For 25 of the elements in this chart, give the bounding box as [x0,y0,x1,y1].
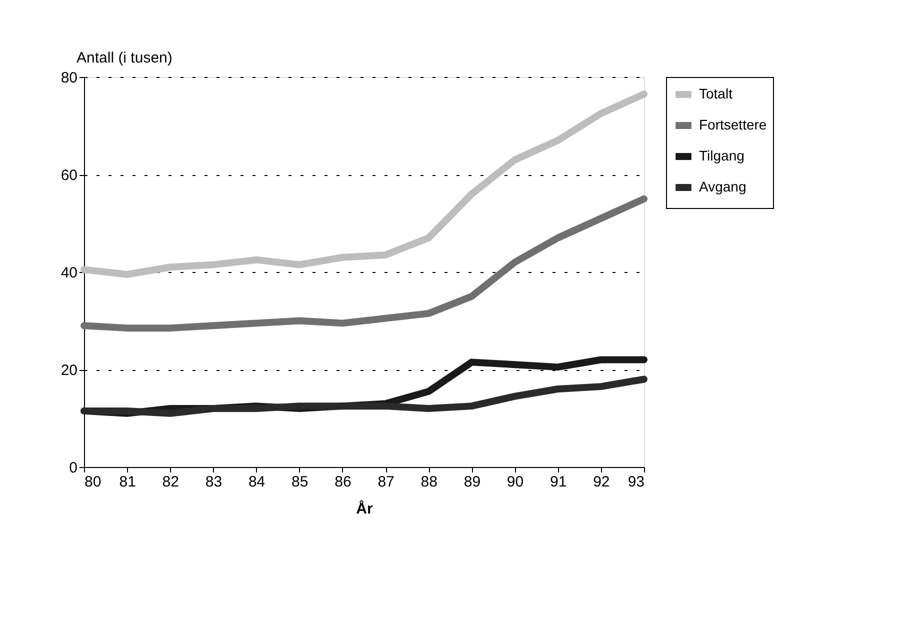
legend-label: Tilgang [699,148,744,164]
y-tick-label: 20 [60,362,78,379]
legend-label: Avgang [699,178,746,194]
legend-label: Fortsettere [699,116,767,132]
x-tick-label: 84 [248,474,266,490]
x-tick-label: 85 [292,474,308,490]
x-tick-label: 87 [378,474,394,490]
y-tick-label: 40 [60,264,78,282]
x-tick-label: 92 [593,474,610,490]
x-tick-label: 83 [205,474,222,490]
legend-label: Totalt [699,86,733,102]
y-tick-label: 80 [60,70,78,86]
x-tick-label: 82 [162,474,179,490]
x-tick-label: 80 [84,474,102,490]
x-tick-label: 81 [119,474,136,490]
y-axis-title: Antall (i tusen) [76,50,172,66]
x-tick-label: 93 [628,474,644,490]
y-tick-label: 60 [60,167,78,184]
x-tick-label: 91 [550,474,567,490]
x-tick-label: 90 [506,474,524,490]
x-tick-label: 88 [420,474,438,490]
x-tick-label: 89 [464,474,481,490]
y-tick-label: 0 [69,460,78,476]
x-axis-title: År [356,500,373,518]
x-tick-label: 86 [334,474,352,490]
